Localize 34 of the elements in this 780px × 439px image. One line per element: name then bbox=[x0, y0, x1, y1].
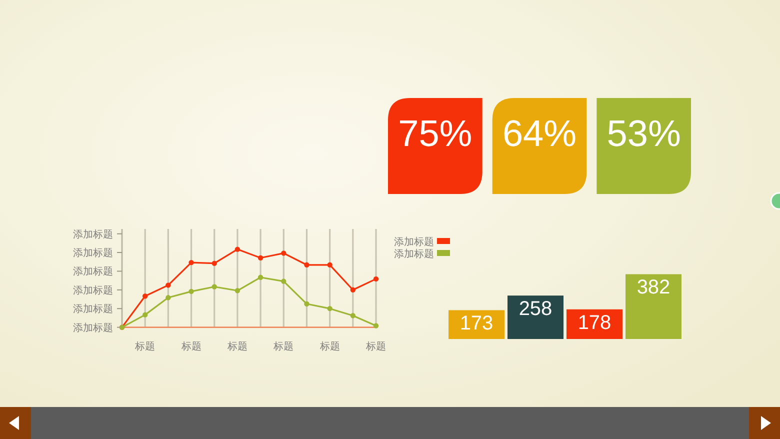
data-label: 178 bbox=[578, 312, 612, 334]
point bbox=[373, 276, 379, 282]
point bbox=[212, 284, 217, 290]
point bbox=[166, 295, 171, 300]
x-tick-label: 标题 bbox=[318, 340, 340, 352]
point bbox=[373, 323, 379, 328]
point bbox=[234, 246, 240, 252]
data-label: 258 bbox=[518, 298, 552, 320]
point bbox=[258, 255, 264, 260]
point bbox=[281, 250, 286, 256]
point bbox=[234, 288, 240, 294]
point bbox=[188, 288, 194, 294]
point bbox=[188, 260, 194, 266]
point bbox=[166, 282, 171, 288]
point bbox=[350, 287, 356, 292]
x-tick-label: 标题 bbox=[365, 340, 386, 352]
point bbox=[304, 262, 310, 268]
legend-label: 添加标题 bbox=[394, 248, 434, 260]
point bbox=[142, 312, 148, 318]
x-tick-label: 标题 bbox=[180, 340, 202, 352]
point bbox=[258, 274, 264, 280]
point bbox=[327, 306, 332, 312]
point bbox=[212, 260, 217, 266]
legend-label: 添加标题 bbox=[394, 236, 434, 248]
point bbox=[327, 262, 332, 268]
data-label: 382 bbox=[636, 276, 670, 299]
point bbox=[142, 294, 148, 299]
point bbox=[304, 301, 310, 306]
x-tick-label: 标题 bbox=[134, 340, 156, 352]
x-tick-label: 标题 bbox=[226, 340, 248, 352]
x-tick-label: 标题 bbox=[272, 340, 294, 352]
point bbox=[281, 278, 286, 284]
point bbox=[350, 313, 356, 318]
data-label: 173 bbox=[460, 312, 494, 335]
